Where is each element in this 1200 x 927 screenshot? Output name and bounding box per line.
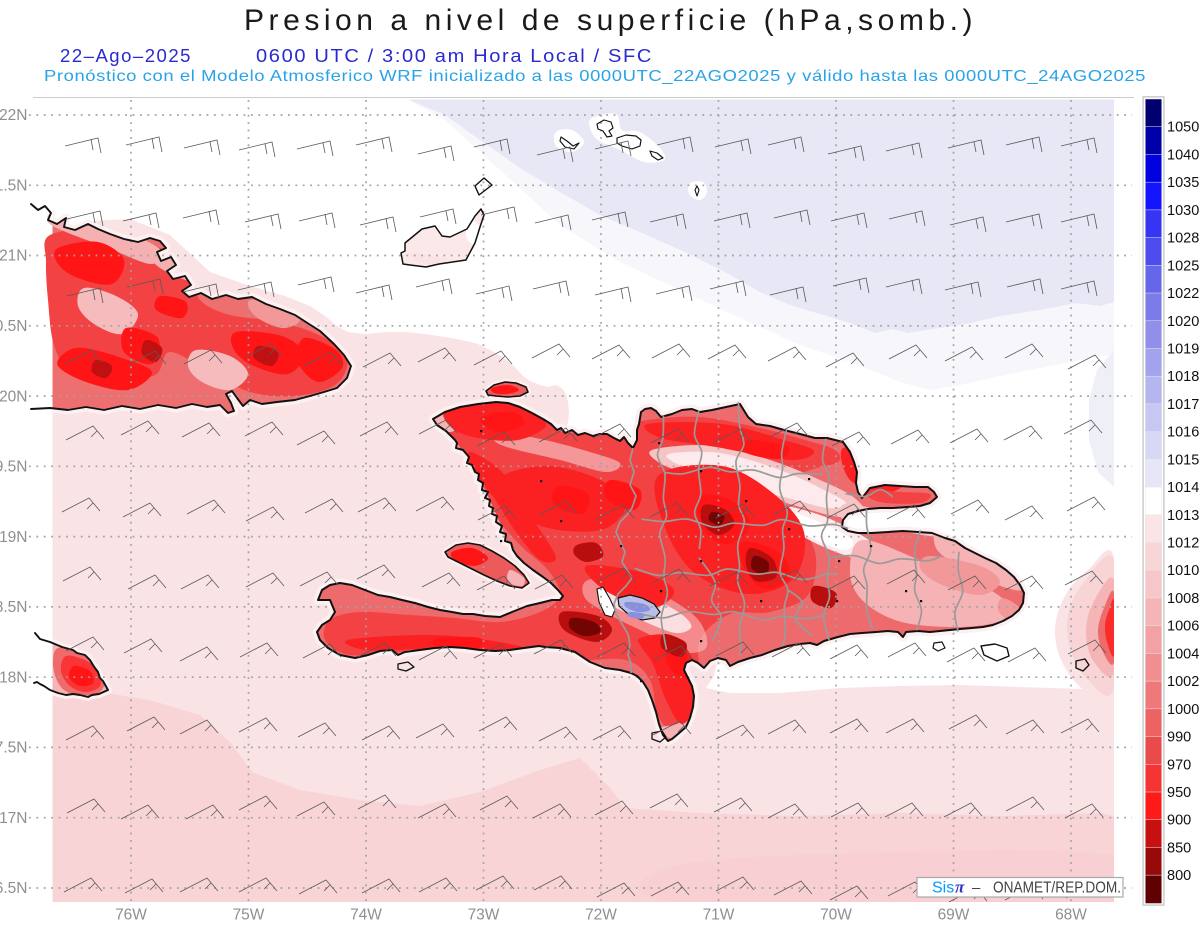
svg-text:19N: 19N bbox=[0, 529, 28, 546]
svg-text:73W: 73W bbox=[468, 907, 500, 924]
svg-text:1022: 1022 bbox=[1167, 286, 1199, 302]
svg-text:950: 950 bbox=[1167, 785, 1191, 801]
svg-text:20N: 20N bbox=[0, 388, 28, 405]
svg-text:990: 990 bbox=[1167, 730, 1191, 746]
svg-text:75W: 75W bbox=[233, 907, 265, 924]
svg-text:1040: 1040 bbox=[1167, 147, 1199, 163]
svg-text:850: 850 bbox=[1167, 840, 1191, 856]
svg-text:8.5N: 8.5N bbox=[0, 599, 28, 616]
svg-text:1.5N: 1.5N bbox=[0, 178, 28, 195]
svg-text:1000: 1000 bbox=[1167, 702, 1199, 718]
svg-text:76W: 76W bbox=[115, 907, 147, 924]
svg-text:70W: 70W bbox=[820, 907, 852, 924]
svg-text:ONAMET/REP.DOM.: ONAMET/REP.DOM. bbox=[993, 880, 1121, 897]
svg-text:72W: 72W bbox=[585, 907, 617, 924]
svg-text:17N: 17N bbox=[0, 810, 28, 827]
svg-text:9.5N: 9.5N bbox=[0, 459, 28, 476]
svg-text:68W: 68W bbox=[1055, 907, 1087, 924]
svg-text:69W: 69W bbox=[938, 907, 970, 924]
svg-text:1035: 1035 bbox=[1167, 175, 1199, 191]
svg-text:71W: 71W bbox=[703, 907, 735, 924]
svg-text:1019: 1019 bbox=[1167, 342, 1199, 358]
svg-text:π: π bbox=[955, 878, 965, 897]
svg-text:1030: 1030 bbox=[1167, 203, 1199, 219]
svg-text:Pronóstico con el Modelo Atmos: Pronóstico con el Modelo Atmosferico WRF… bbox=[44, 68, 1146, 85]
svg-text:1004: 1004 bbox=[1167, 646, 1199, 662]
svg-text:1015: 1015 bbox=[1167, 452, 1199, 468]
svg-text:1018: 1018 bbox=[1167, 369, 1199, 385]
svg-text:1016: 1016 bbox=[1167, 425, 1199, 441]
svg-text:1013: 1013 bbox=[1167, 508, 1199, 524]
svg-text:1050: 1050 bbox=[1167, 120, 1199, 136]
svg-text:74W: 74W bbox=[350, 907, 382, 924]
svg-text:1008: 1008 bbox=[1167, 591, 1199, 607]
svg-text:900: 900 bbox=[1167, 813, 1191, 829]
svg-text:1020: 1020 bbox=[1167, 314, 1199, 330]
svg-text:1025: 1025 bbox=[1167, 258, 1199, 274]
svg-text:970: 970 bbox=[1167, 757, 1191, 773]
svg-text:Sis: Sis bbox=[932, 880, 954, 897]
svg-text:1014: 1014 bbox=[1167, 480, 1199, 496]
svg-text:1028: 1028 bbox=[1167, 231, 1199, 247]
svg-text:800: 800 bbox=[1167, 868, 1191, 884]
svg-text:0.5N: 0.5N bbox=[0, 318, 28, 335]
svg-text:1006: 1006 bbox=[1167, 619, 1199, 635]
svg-text:0600 UTC / 3:00 am Hora Local: 0600 UTC / 3:00 am Hora Local / SFC bbox=[256, 45, 653, 66]
svg-text:7.5N: 7.5N bbox=[0, 740, 28, 757]
svg-text:21N: 21N bbox=[0, 248, 28, 265]
svg-text:22–Ago–2025: 22–Ago–2025 bbox=[60, 45, 192, 66]
svg-text:1012: 1012 bbox=[1167, 536, 1199, 552]
svg-text:1002: 1002 bbox=[1167, 674, 1199, 690]
svg-text:6.5N: 6.5N bbox=[0, 880, 28, 897]
svg-text:18N: 18N bbox=[0, 669, 28, 686]
svg-text:1017: 1017 bbox=[1167, 397, 1199, 413]
svg-text:Presion a nivel de superficie: Presion a nivel de superficie (hPa,somb.… bbox=[244, 4, 977, 37]
svg-text:–: – bbox=[972, 880, 981, 897]
svg-text:22N: 22N bbox=[0, 107, 28, 124]
svg-text:1010: 1010 bbox=[1167, 563, 1199, 579]
